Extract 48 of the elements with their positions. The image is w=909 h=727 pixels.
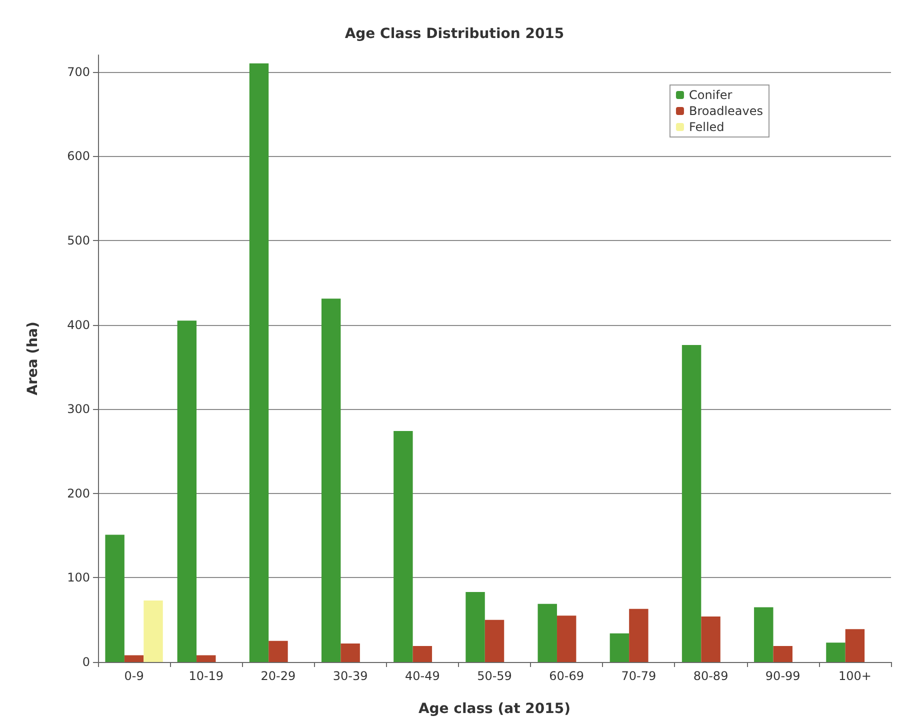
bar <box>610 633 630 662</box>
bar <box>105 534 124 662</box>
bar <box>196 655 216 662</box>
y-tick-label: 700 <box>67 64 90 79</box>
bar <box>144 600 163 662</box>
bar <box>484 620 504 662</box>
bar <box>773 646 792 662</box>
bar <box>556 616 576 662</box>
x-tick-label: 20-29 <box>260 669 296 683</box>
chart-title: Age Class Distribution 2015 <box>344 26 564 42</box>
bar <box>249 63 269 662</box>
x-tick-label: 10-19 <box>188 669 224 683</box>
y-tick-label: 200 <box>67 486 90 500</box>
x-tick-label: 90-99 <box>765 669 800 683</box>
bar <box>754 607 774 662</box>
legend-label: Conifer <box>688 88 732 102</box>
bar <box>682 345 702 662</box>
bar <box>845 629 865 662</box>
bar <box>412 646 432 662</box>
bar <box>124 655 144 662</box>
bar <box>466 592 485 662</box>
x-axis-title: Age class (at 2015) <box>418 701 571 717</box>
y-tick-label: 100 <box>67 570 90 585</box>
legend-label: Felled <box>688 120 724 134</box>
x-tick-label: 60-69 <box>549 669 584 683</box>
bar <box>321 298 341 662</box>
bar <box>701 616 720 662</box>
y-tick-label: 500 <box>67 233 90 248</box>
y-tick-label: 300 <box>67 402 90 416</box>
x-tick-label: 70-79 <box>621 669 656 683</box>
x-tick-label: 30-39 <box>332 669 368 683</box>
y-tick-label: 600 <box>67 149 90 164</box>
x-tick-label: 0-9 <box>124 669 144 683</box>
bar <box>268 640 288 662</box>
bar <box>826 642 846 662</box>
bar <box>177 320 197 662</box>
x-tick-label: 80-89 <box>693 669 728 683</box>
bar <box>394 431 413 662</box>
y-tick-label: 400 <box>67 318 90 332</box>
y-axis-title: Area (ha) <box>25 322 41 396</box>
bar <box>538 604 557 662</box>
x-tick-label: 50-59 <box>477 669 512 683</box>
legend-label: Broadleaves <box>688 104 764 118</box>
x-tick-label: 40-49 <box>404 669 440 683</box>
bar <box>629 608 648 662</box>
x-tick-label: 100+ <box>838 669 872 683</box>
bar <box>340 643 360 662</box>
y-tick-label: 0 <box>82 655 90 669</box>
